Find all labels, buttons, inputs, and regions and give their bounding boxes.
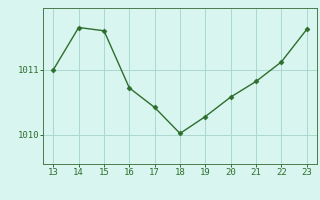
Text: Graphe pression niveau de la mer (hPa): Graphe pression niveau de la mer (hPa) <box>48 183 272 193</box>
